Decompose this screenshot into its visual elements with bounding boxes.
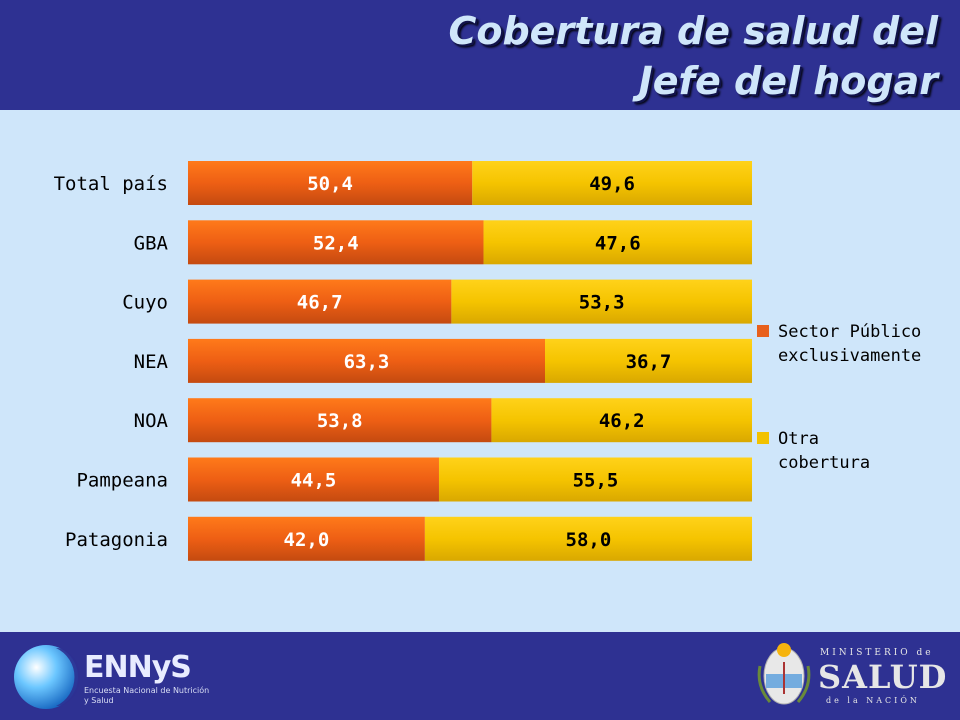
legend-label-otra-cobertura-line2: cobertura (778, 453, 870, 473)
ennys-subtitle: Encuesta Nacional de Nutrición y Salud (84, 686, 210, 705)
bar-otra-cobertura-nea (545, 338, 752, 383)
title-line-2: Jefe del hogar (638, 59, 938, 103)
bar-sector-publico-pampeana (188, 457, 439, 502)
legend-swatch-sector-publico (757, 325, 769, 337)
bars-group: Total país 50,4 49,6 GBA 52,4 47,6 Cuyo 46,7 53,… (54, 161, 752, 561)
header-banner: Cobertura de salud del Jefe del hogar (0, 0, 960, 110)
category-label-patagonia: Patagonia (65, 529, 168, 551)
bar-otra-cobertura-total-pais (472, 161, 752, 205)
value-label-otra-cobertura-cuyo: 53,3 (579, 292, 625, 314)
bar-sector-publico-noa (188, 398, 492, 443)
coat-of-arms-icon (757, 643, 811, 705)
stacked-bar-chart: Total país 50,4 49,6 GBA 52,4 47,6 Cuyo 46,7 53,… (54, 161, 921, 561)
bar-otra-cobertura-gba (483, 220, 752, 265)
ennys-emblem-icon (14, 645, 80, 709)
value-label-sector-publico-patagonia: 42,0 (284, 529, 330, 551)
ennys-logo-text: ENNyS (84, 650, 192, 685)
bar-sector-publico-total-pais (188, 161, 473, 205)
bar-otra-cobertura-noa (491, 398, 752, 443)
value-label-otra-cobertura-nea: 36,7 (626, 351, 672, 373)
bar-sector-publico-nea (188, 338, 546, 383)
salud-label: SALUD (818, 658, 948, 696)
value-label-sector-publico-gba: 52,4 (313, 232, 359, 254)
value-label-otra-cobertura-patagonia: 58,0 (566, 529, 612, 551)
chart-area: Total país 50,4 49,6 GBA 52,4 47,6 Cuyo 46,7 53,… (0, 110, 960, 632)
legend: Sector Público exclusivamente Otra cobertur… (757, 322, 921, 473)
category-label-total-pais: Total país (54, 173, 168, 195)
category-label-pampeana: Pampeana (76, 470, 168, 492)
bar-otra-cobertura-cuyo (451, 279, 752, 324)
bar-sector-publico-cuyo (188, 279, 452, 324)
bar-sector-publico-patagonia (188, 516, 425, 561)
value-label-otra-cobertura-gba: 47,6 (595, 232, 641, 254)
title-line-1: Cobertura de salud del (448, 9, 938, 53)
ministerio-label: MINISTERIO de (820, 648, 934, 658)
value-label-sector-publico-nea: 63,3 (344, 351, 390, 373)
category-label-cuyo: Cuyo (122, 292, 168, 314)
value-label-sector-publico-noa: 53,8 (317, 410, 363, 432)
bar-sector-publico-gba (188, 220, 484, 265)
category-label-gba: GBA (134, 232, 169, 254)
value-label-otra-cobertura-noa: 46,2 (599, 410, 645, 432)
value-label-sector-publico-total-pais: 50,4 (307, 173, 353, 195)
legend-label-otra-cobertura-line1: Otra (778, 429, 819, 449)
page-title: Cobertura de salud del Jefe del hogar (238, 6, 938, 106)
ministerio-salud-logo: MINISTERIO de SALUD de la NACIÓN (756, 636, 952, 716)
value-label-sector-publico-cuyo: 46,7 (297, 292, 343, 314)
category-label-noa: NOA (134, 410, 169, 432)
category-label-nea: NEA (134, 351, 169, 373)
nacion-label: de la NACIÓN (826, 696, 920, 705)
ennys-logo: ENNyS Encuesta Nacional de Nutrición y S… (12, 640, 212, 714)
legend-label-sector-publico-line1: Sector Público (778, 322, 921, 342)
bar-otra-cobertura-patagonia (424, 516, 752, 561)
legend-swatch-otra-cobertura (757, 432, 769, 444)
value-label-sector-publico-pampeana: 44,5 (291, 470, 337, 492)
bar-otra-cobertura-pampeana (438, 457, 752, 502)
value-label-otra-cobertura-pampeana: 55,5 (573, 470, 619, 492)
legend-label-sector-publico-line2: exclusivamente (778, 346, 921, 366)
value-label-otra-cobertura-total-pais: 49,6 (589, 173, 635, 195)
